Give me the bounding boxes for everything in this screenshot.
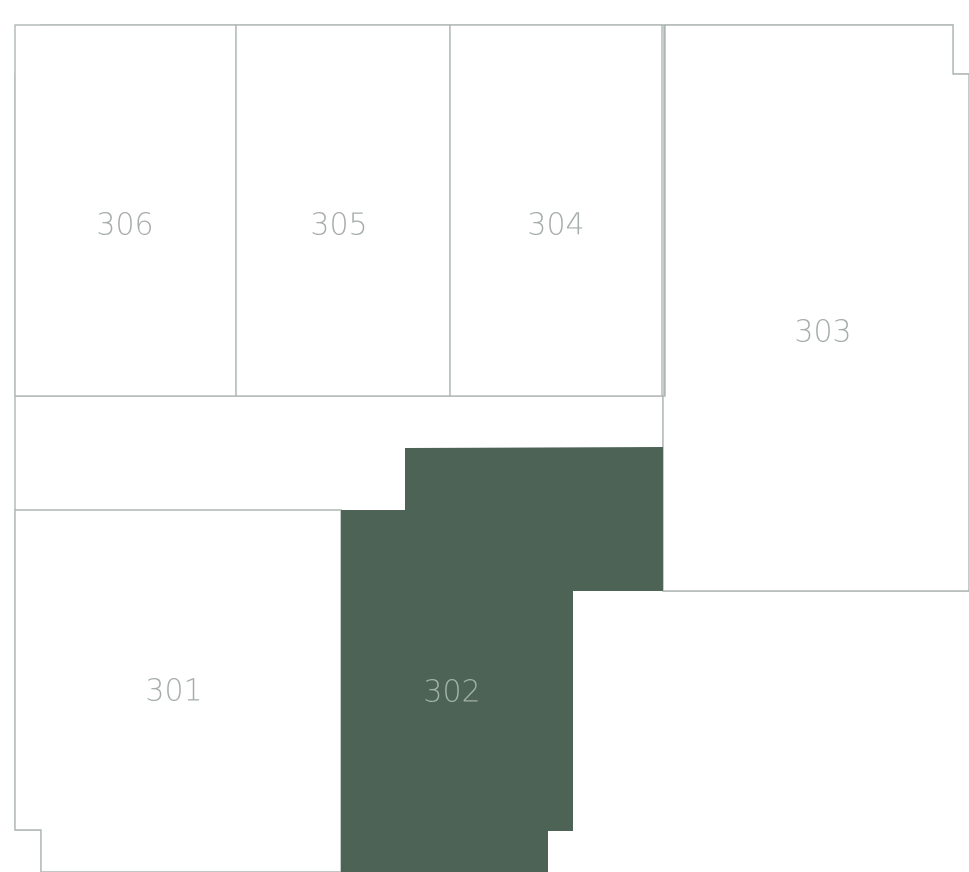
unit-301[interactable]: 301 xyxy=(14,509,342,872)
unit-303-label: 303 xyxy=(794,315,851,350)
unit-305[interactable]: 305 xyxy=(235,24,451,397)
unit-304-shape xyxy=(449,24,663,397)
unit-302-label: 302 xyxy=(423,675,480,710)
unit-304[interactable]: 304 xyxy=(449,24,663,397)
unit-302-shape xyxy=(341,447,663,872)
unit-306-label: 306 xyxy=(96,208,153,243)
unit-305-label: 305 xyxy=(310,208,367,243)
unit-301-label: 301 xyxy=(145,674,202,709)
unit-305-shape xyxy=(235,24,451,397)
unit-306[interactable]: 306 xyxy=(14,24,237,397)
unit-306-shape xyxy=(14,24,237,397)
unit-303[interactable]: 303 xyxy=(662,24,969,592)
unit-303-shape xyxy=(662,24,969,592)
unit-304-label: 304 xyxy=(527,208,584,243)
unit-302[interactable]: 302 xyxy=(341,447,663,872)
